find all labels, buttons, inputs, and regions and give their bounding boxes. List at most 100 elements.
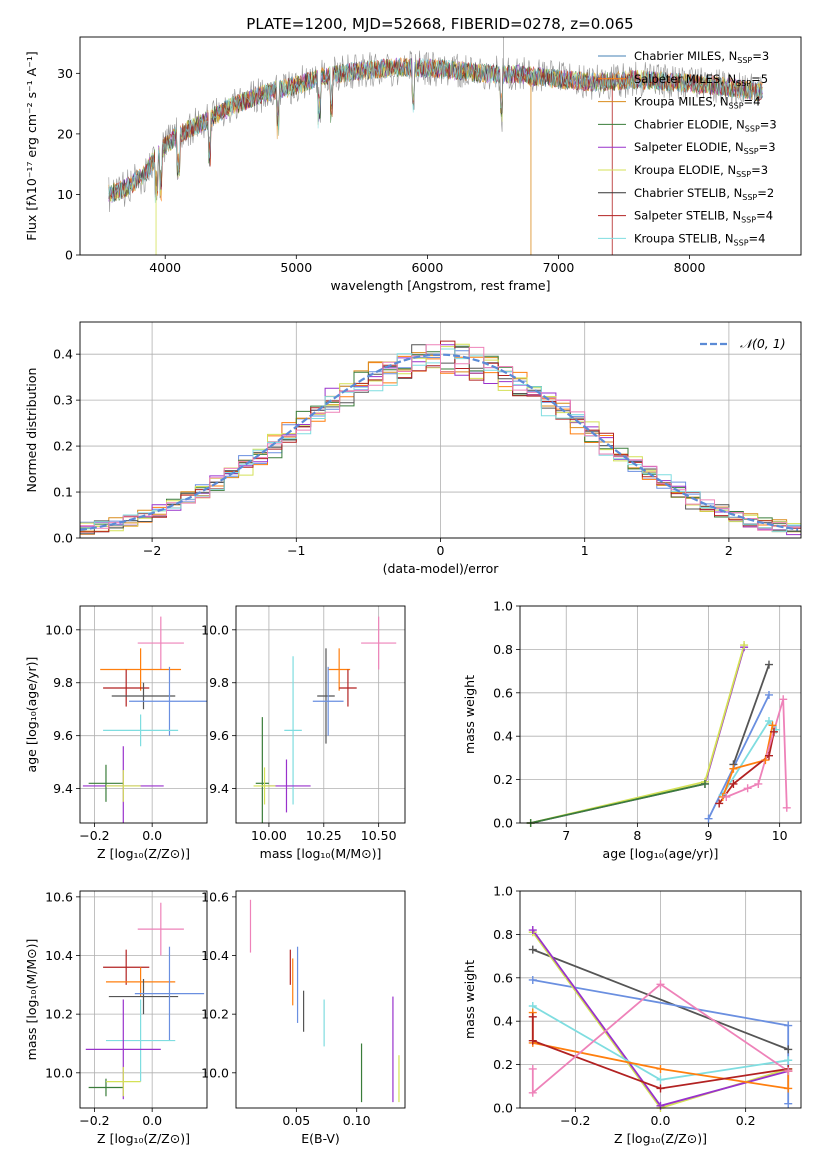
x-tick-label: 0.0	[142, 1113, 162, 1128]
y-tick-label: 10.0	[45, 622, 73, 637]
weight-marker	[528, 1064, 537, 1073]
y-tick-label: 1.0	[493, 599, 513, 614]
axes-frame	[235, 890, 406, 1109]
x-axis-label: E(B-V)	[301, 1131, 340, 1146]
x-tick-label: 0.10	[343, 1113, 371, 1128]
weight-marker	[740, 641, 749, 650]
y-tick-label: 9.6	[209, 728, 229, 743]
plot-area	[85, 902, 205, 1100]
legend-label: Kroupa ELODIE, NSSP=3	[634, 163, 768, 179]
errorbar-point	[105, 967, 176, 997]
errorbar-point	[361, 616, 397, 670]
x-tick-label: −0.2	[79, 828, 109, 843]
normal-curve	[80, 353, 799, 531]
weight-marker	[700, 779, 709, 788]
weight-series	[532, 948, 789, 1051]
errorbar-point	[129, 666, 207, 736]
legend-label: Kroupa MILES, NSSP=4	[634, 95, 760, 111]
weight-marker	[761, 756, 770, 765]
weight-marker	[768, 721, 777, 730]
y-tick-label: 0.2	[493, 772, 513, 787]
weight-marker	[704, 814, 713, 823]
axes-frame	[235, 605, 406, 824]
y-tick-label: 0	[65, 248, 73, 263]
figure-title: PLATE=1200, MJD=52668, FIBERID=0278, z=0…	[246, 15, 633, 33]
y-tick-label: 10.2	[45, 1007, 73, 1022]
errorbar-point	[88, 764, 124, 802]
x-tick-label: 4000	[149, 260, 181, 275]
errorbar-point	[134, 946, 205, 1041]
weight-marker	[656, 980, 665, 989]
y-tick-label: 20	[57, 126, 73, 141]
weight-marker	[656, 1101, 665, 1110]
x-tick-label: 10.50	[361, 828, 397, 843]
legend-label: Chabrier MILES, NSSP=3	[634, 49, 769, 65]
panel-weight-vs-age: 7 8 9 10 0.0 0.2 0.4 0.6 0.8 1.0 age [log₁₀(age/yr…	[462, 599, 802, 861]
x-tick-label: 5000	[280, 260, 312, 275]
weight-marker	[784, 1067, 793, 1076]
y-tick-label: 10	[57, 187, 73, 202]
errorbar-point	[108, 978, 179, 1015]
weight-series	[531, 1016, 789, 1090]
errorbar-point	[339, 669, 357, 707]
weight-marker	[754, 779, 763, 788]
x-axis-label: Z [log₁₀(Z/Z⊙)]	[97, 1131, 190, 1146]
weight-series	[732, 664, 770, 765]
y-tick-label: 9.4	[209, 781, 229, 796]
x-axis-label: Z [log₁₀(Z/Z⊙)]	[97, 846, 190, 861]
errorbar-point	[103, 714, 179, 747]
legend-label: Kroupa STELIB, NSSP=4	[634, 231, 765, 247]
x-tick-label: −1	[287, 543, 305, 558]
plot-area	[82, 616, 207, 823]
y-tick-label: 0.0	[493, 1101, 513, 1116]
plot-area	[530, 644, 788, 823]
weight-series	[721, 725, 774, 798]
y-axis-label: mass [log₁₀(M/M⊙)]	[24, 939, 39, 1061]
legend-label: 𝒩(0, 1)	[740, 336, 786, 351]
panel-spectrum: 4000 5000 6000 7000 8000 0 10 20 30 wavelength [A…	[24, 36, 802, 293]
y-tick-label: 10.0	[201, 622, 229, 637]
y-tick-label: 0.4	[493, 729, 513, 744]
y-tick-label: 9.8	[53, 675, 73, 690]
weight-series	[530, 783, 706, 823]
axes-frame	[79, 890, 208, 1109]
y-tick-label: 0.6	[493, 970, 513, 985]
plot-area	[108, 37, 763, 255]
legend-label: Salpeter ELODIE, NSSP=3	[634, 140, 776, 156]
y-axis-label: mass weight	[462, 960, 477, 1039]
weight-marker	[782, 803, 791, 812]
plot-area	[80, 340, 801, 536]
y-tick-label: 30	[57, 66, 73, 81]
x-axis-label: Z [log₁₀(Z/Z⊙)]	[614, 1131, 707, 1146]
panel-age-vs-Z: −0.2 0.0 9.4 9.6 9.8 10.0 Z [log₁₀(Z/Z⊙)] age […	[24, 605, 208, 861]
y-tick-label: 0.3	[53, 393, 73, 408]
weight-marker	[764, 751, 773, 760]
weight-marker	[784, 1099, 793, 1108]
x-tick-label: 0.0	[142, 828, 162, 843]
y-tick-label: 0.8	[493, 642, 513, 657]
weight-marker	[528, 1088, 537, 1097]
histogram-series	[80, 344, 801, 531]
errorbar-point	[317, 648, 335, 744]
weight-marker	[528, 975, 537, 984]
x-tick-label: 7000	[543, 260, 575, 275]
weight-marker	[528, 926, 537, 935]
errorbar-point	[103, 949, 150, 985]
y-tick-label: 10.6	[45, 889, 73, 904]
panel-residuals: −2 −1 0 1 2 0.0 0.1 0.2 0.3 0.4 (data-model)/error…	[24, 321, 802, 576]
weight-marker	[779, 695, 788, 704]
errorbar-point	[105, 1066, 141, 1097]
weight-marker	[769, 727, 778, 736]
errorbar-point	[253, 767, 276, 805]
weight-marker	[656, 1084, 665, 1093]
weight-series	[707, 694, 770, 820]
weight-marker	[715, 799, 724, 808]
errorbar-point	[137, 616, 184, 670]
x-tick-label: 10	[772, 828, 788, 843]
y-tick-label: 10.2	[201, 1007, 229, 1022]
axes-frame	[79, 321, 802, 539]
y-tick-label: 0.0	[493, 816, 513, 831]
y-tick-label: 0.0	[53, 531, 73, 546]
y-tick-label: 0.2	[493, 1057, 513, 1072]
x-tick-label: 0	[437, 543, 445, 558]
